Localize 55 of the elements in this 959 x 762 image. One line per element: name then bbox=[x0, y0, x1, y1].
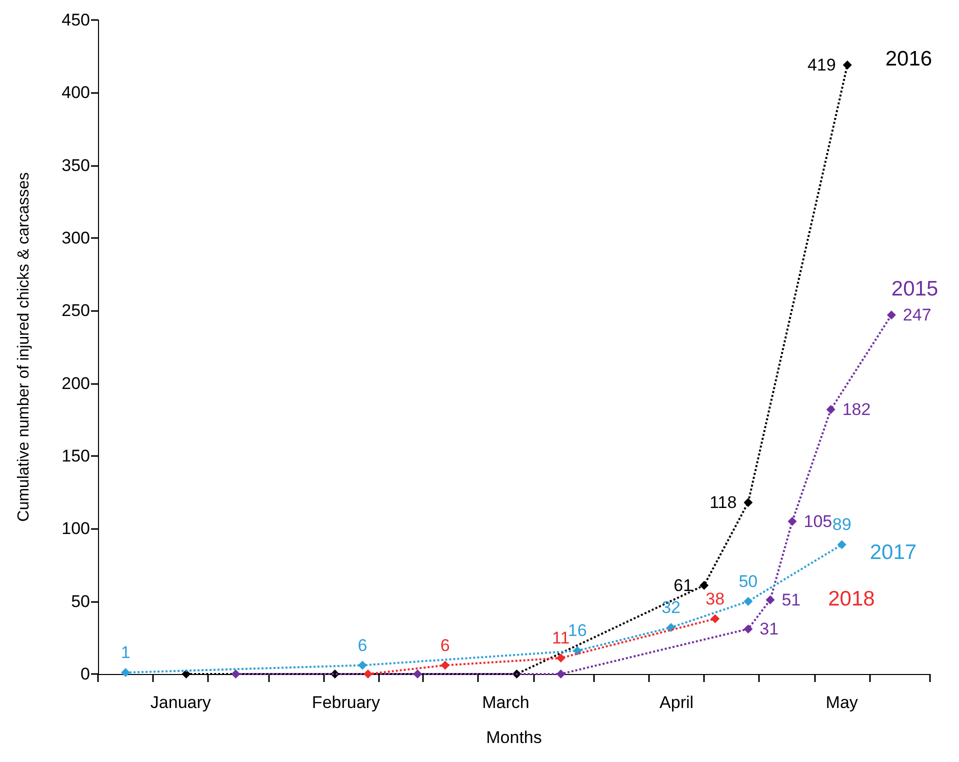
point bbox=[231, 670, 240, 678]
series-label: 2017 bbox=[870, 541, 917, 564]
data-label: 105 bbox=[804, 512, 832, 531]
y-tick-label: 250 bbox=[62, 301, 90, 320]
point bbox=[700, 580, 709, 590]
point bbox=[837, 540, 846, 550]
data-label: 16 bbox=[568, 621, 587, 640]
data-label: 51 bbox=[782, 590, 801, 610]
point bbox=[744, 624, 753, 634]
point bbox=[826, 404, 836, 414]
data-label: 89 bbox=[832, 515, 852, 534]
data-label: 61 bbox=[674, 576, 693, 595]
point bbox=[766, 595, 775, 604]
point bbox=[363, 670, 372, 678]
y-tick-label: 350 bbox=[62, 156, 90, 175]
point bbox=[886, 310, 896, 320]
point bbox=[788, 516, 797, 526]
data-label: 32 bbox=[662, 598, 680, 617]
x-tick-label: March bbox=[482, 693, 530, 712]
data-label: 118 bbox=[710, 493, 737, 512]
y-axis-title: Cumulative number of injured chicks & carcasses bbox=[16, 172, 32, 522]
point bbox=[182, 670, 191, 678]
point bbox=[666, 622, 676, 632]
x-tick-label: May bbox=[826, 693, 858, 712]
y-tick-label: 200 bbox=[62, 374, 90, 393]
series-label: 2015 bbox=[891, 278, 938, 301]
y-tick-label: 150 bbox=[62, 446, 90, 466]
point bbox=[744, 596, 753, 606]
data-label: 247 bbox=[902, 306, 932, 325]
point bbox=[121, 668, 130, 678]
y-tick-label: 300 bbox=[62, 228, 90, 248]
data-label: 1 bbox=[120, 643, 130, 662]
data-label: 38 bbox=[706, 589, 725, 608]
x-tick-label: January bbox=[150, 693, 212, 712]
data-label: 11 bbox=[552, 628, 570, 648]
series-label: 2016 bbox=[885, 48, 932, 71]
point bbox=[744, 498, 753, 508]
y-tick-label: 100 bbox=[62, 519, 90, 538]
y-tick-label: 50 bbox=[71, 592, 90, 611]
text: 2018 bbox=[828, 587, 875, 610]
y-tick-label: 0 bbox=[80, 664, 90, 684]
point bbox=[358, 660, 367, 670]
x-tick-label: February bbox=[312, 693, 380, 712]
data-label: 419 bbox=[807, 56, 836, 75]
data-label: 6 bbox=[358, 636, 368, 655]
y-tick-label: 450 bbox=[62, 10, 90, 30]
data-label: 6 bbox=[440, 636, 450, 655]
point bbox=[842, 60, 852, 70]
data-label: 50 bbox=[738, 572, 758, 591]
point bbox=[710, 614, 720, 624]
y-tick-label: 400 bbox=[62, 83, 90, 102]
data-label: 182 bbox=[842, 400, 871, 419]
x-tick-label: April bbox=[660, 693, 694, 712]
data-label: 31 bbox=[760, 619, 779, 638]
x-axis-title: Months bbox=[486, 728, 542, 747]
